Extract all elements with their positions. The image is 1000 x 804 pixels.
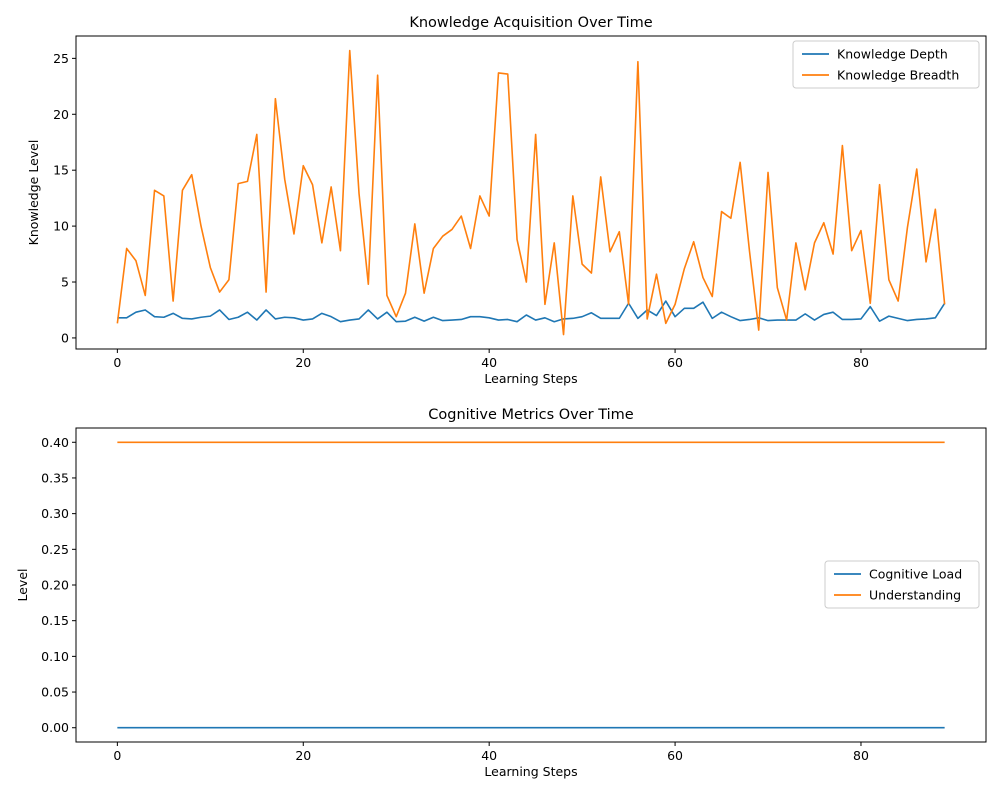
y-tick-label: 0.15	[41, 613, 69, 628]
x-tick-label: 80	[853, 748, 869, 763]
x-axis-label: Learning Steps	[484, 764, 577, 779]
plot-frame	[75, 427, 987, 743]
y-tick-label: 0.35	[41, 470, 69, 485]
y-tick-label: 20	[53, 107, 69, 122]
cognitive-metrics-chart: Cognitive Metrics Over Time 0 20 40 60 80 0.00…	[15, 407, 987, 779]
x-tick-label: 0	[113, 355, 121, 370]
legend-label: Knowledge Depth	[837, 47, 948, 62]
y-tick-label: 0.30	[41, 506, 69, 521]
x-tick-label: 20	[295, 355, 311, 370]
legend-label: Cognitive Load	[869, 567, 962, 582]
series-line-knowledge-breadth	[116, 49, 946, 336]
x-tick-label: 40	[481, 748, 497, 763]
y-axis-label: Knowledge Level	[26, 140, 41, 246]
series-line-knowledge-depth	[117, 300, 946, 323]
y-tick-label: 0.10	[41, 649, 69, 664]
x-tick-label: 80	[853, 355, 869, 370]
y-tick-label: 15	[53, 163, 69, 178]
y-tick-label: 25	[53, 51, 69, 66]
y-tick-label: 0	[61, 330, 69, 345]
x-tick-label: 0	[113, 748, 121, 763]
y-tick-label: 0.25	[41, 542, 69, 557]
knowledge-acquisition-chart: Knowledge Acquisition Over Time 0 20 40 60 80…	[26, 15, 987, 386]
plot-frame	[75, 35, 987, 350]
x-tick-label: 60	[667, 748, 683, 763]
y-tick-label: 0.40	[41, 435, 69, 450]
chart-title: Knowledge Acquisition Over Time	[409, 15, 652, 31]
y-tick-label: 0.00	[41, 720, 69, 735]
y-tick-label: 5	[61, 275, 69, 290]
y-tick-label: 0.05	[41, 685, 69, 700]
legend-box	[792, 40, 980, 89]
legend-box	[824, 560, 980, 609]
x-tick-label: 40	[481, 355, 497, 370]
legend-label: Knowledge Breadth	[837, 68, 959, 83]
legend-label: Understanding	[869, 588, 961, 603]
y-tick-label: 10	[53, 219, 69, 234]
y-tick-label: 0.20	[41, 578, 69, 593]
chart-title: Cognitive Metrics Over Time	[428, 407, 634, 423]
x-tick-label: 60	[667, 355, 683, 370]
x-tick-label: 20	[295, 748, 311, 763]
x-axis-label: Learning Steps	[484, 371, 577, 386]
y-axis-label: Level	[15, 569, 30, 602]
